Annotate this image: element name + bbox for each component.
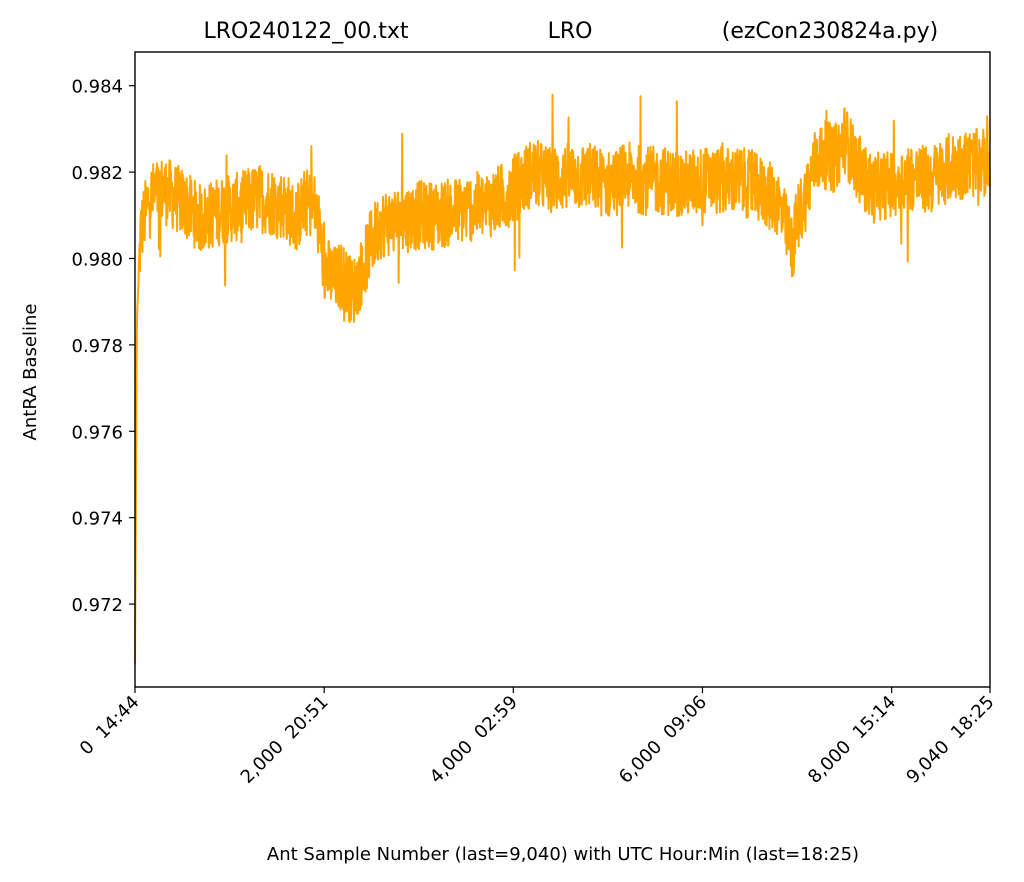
y-tick-label: 0.974 [71, 509, 123, 530]
chart-title-script: (ezCon230824a.py) [722, 19, 938, 44]
plot-frame [134, 51, 991, 688]
y-tick-label: 0.978 [71, 336, 123, 357]
y-tick-label: 0.980 [71, 249, 123, 270]
chart-title-station: LRO [548, 19, 593, 44]
x-tick-label: 4,000 02:59 [426, 692, 522, 788]
chart-title-file: LRO240122_00.txt [203, 19, 408, 44]
y-tick-label: 0.972 [71, 595, 123, 616]
x-axis-ticks: 0 14:44 2,000 20:51 4,000 02:59 6,000 09:06… [76, 687, 999, 788]
x-tick-label: 2,000 20:51 [237, 692, 333, 788]
x-axis-label: Ant Sample Number (last=9,040) with UTC … [267, 844, 859, 865]
y-tick-label: 0.984 [71, 77, 123, 98]
y-tick-label: 0.976 [71, 422, 123, 443]
x-tick-label: 8,000 15:14 [804, 692, 900, 788]
series-layer [134, 93, 991, 665]
x-tick-label: 0 14:44 [76, 692, 144, 760]
x-tick-label: 6,000 09:06 [615, 692, 711, 788]
y-axis-ticks: 0.972 0.974 0.976 0.978 0.980 0.982 0.984 [71, 77, 135, 616]
x-tick-label: 9,040 18:25 [902, 692, 998, 788]
y-axis-label: AntRA Baseline [20, 304, 41, 441]
series-line [134, 93, 991, 665]
y-tick-label: 0.982 [71, 163, 123, 184]
